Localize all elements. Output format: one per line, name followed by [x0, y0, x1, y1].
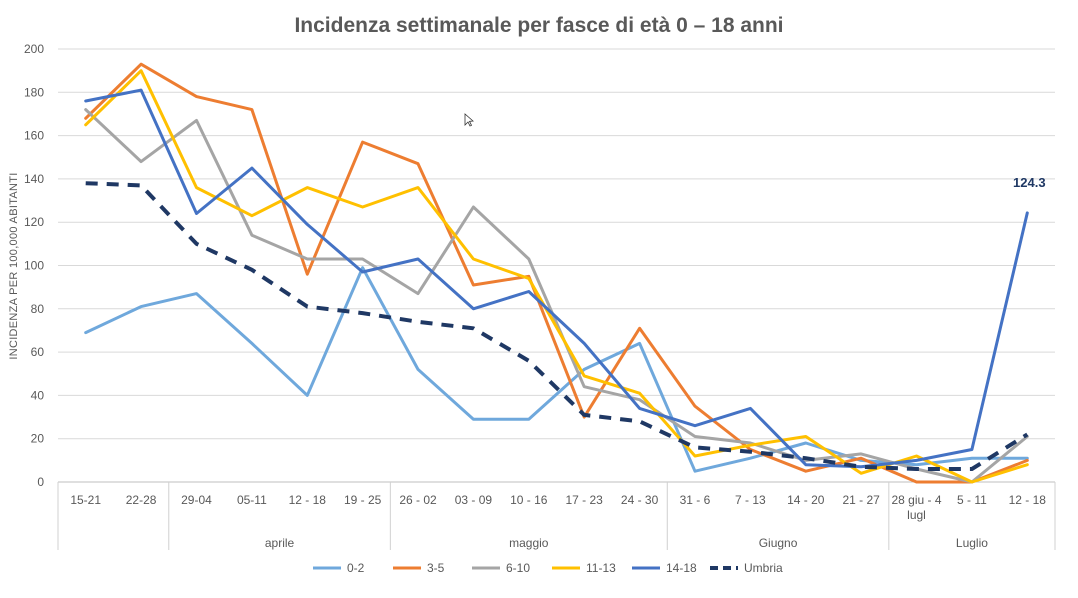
x-tick-label: 22-28 — [126, 493, 157, 507]
x-tick-label: 05-11 — [237, 493, 267, 507]
data-label: 124.3 — [1013, 175, 1046, 190]
legend-label: 11-13 — [586, 561, 616, 575]
x-tick-label: 10 - 16 — [510, 493, 548, 507]
x-tick-label: 5 - 11 — [957, 493, 987, 507]
legend-label: 3-5 — [427, 561, 445, 575]
legend: 0-2 3-5 6-10 11-13 14-18 Umbria — [313, 561, 783, 575]
x-tick-label: 12 - 18 — [1009, 493, 1047, 507]
legend-label: 14-18 — [666, 561, 697, 575]
y-tick-label: 140 — [24, 172, 44, 186]
series-lines — [84, 62, 1029, 484]
x-tick-label: 03 - 09 — [455, 493, 493, 507]
x-group-label: Giugno — [759, 536, 798, 550]
series-line-0-2 — [84, 266, 1029, 473]
y-tick-label: 160 — [24, 129, 44, 143]
x-tick-label: 26 - 02 — [399, 493, 437, 507]
x-tick-label: 28 giu - 4 lugl — [892, 493, 942, 522]
chart-title: Incidenza settimanale per fasce di età 0… — [294, 14, 784, 37]
x-tick-label: 17 - 23 — [566, 493, 604, 507]
y-tick-label: 80 — [31, 302, 45, 316]
y-tick-label: 200 — [24, 42, 44, 56]
y-tick-label: 40 — [31, 388, 45, 402]
legend-label: Umbria — [744, 561, 783, 575]
series-line-3-5 — [84, 62, 1029, 484]
gridlines — [58, 48, 1055, 483]
x-group-label: maggio — [509, 536, 549, 550]
x-tick-label: 14 - 20 — [787, 493, 825, 507]
x-tick-label: 21 - 27 — [842, 493, 880, 507]
x-group-label: aprile — [265, 536, 295, 550]
legend-label: 6-10 — [506, 561, 530, 575]
y-axis-tick-labels: 0 20 40 60 80 100 120 140 160 180 200 — [24, 42, 44, 489]
x-tick-label: 7 - 13 — [735, 493, 766, 507]
x-axis: 15-21 22-28 29-04 05-11 12 - 18 19 - 25 26 - 0… — [57, 482, 1056, 550]
y-tick-label: 0 — [37, 475, 44, 489]
mouse-cursor-icon — [464, 113, 474, 127]
y-tick-label: 120 — [24, 215, 44, 229]
series-line-14-18 — [84, 88, 1029, 469]
x-tick-label-line: lugl — [907, 508, 926, 522]
x-tick-label: 19 - 25 — [344, 493, 382, 507]
x-group-label: Luglio — [956, 536, 988, 550]
x-tick-label: 12 - 18 — [289, 493, 327, 507]
series-line-11-13 — [84, 69, 1029, 484]
annotations: 124.3 — [1013, 175, 1046, 190]
series-line-umbria — [85, 181, 1029, 471]
x-tick-label: 31 - 6 — [680, 493, 711, 507]
x-tick-label: 15-21 — [70, 493, 101, 507]
y-tick-label: 20 — [31, 432, 45, 446]
x-tick-label: 24 - 30 — [621, 493, 659, 507]
y-axis-label: INCIDENZA PER 100,000 ABITANTI — [8, 172, 20, 359]
legend-label: 0-2 — [347, 561, 365, 575]
y-tick-label: 60 — [31, 345, 45, 359]
y-tick-label: 100 — [24, 259, 44, 273]
x-tick-label-line: 28 giu - 4 — [892, 493, 942, 507]
series-line-6-10 — [84, 108, 1029, 484]
y-tick-label: 180 — [24, 85, 44, 99]
x-tick-label: 29-04 — [181, 493, 212, 507]
